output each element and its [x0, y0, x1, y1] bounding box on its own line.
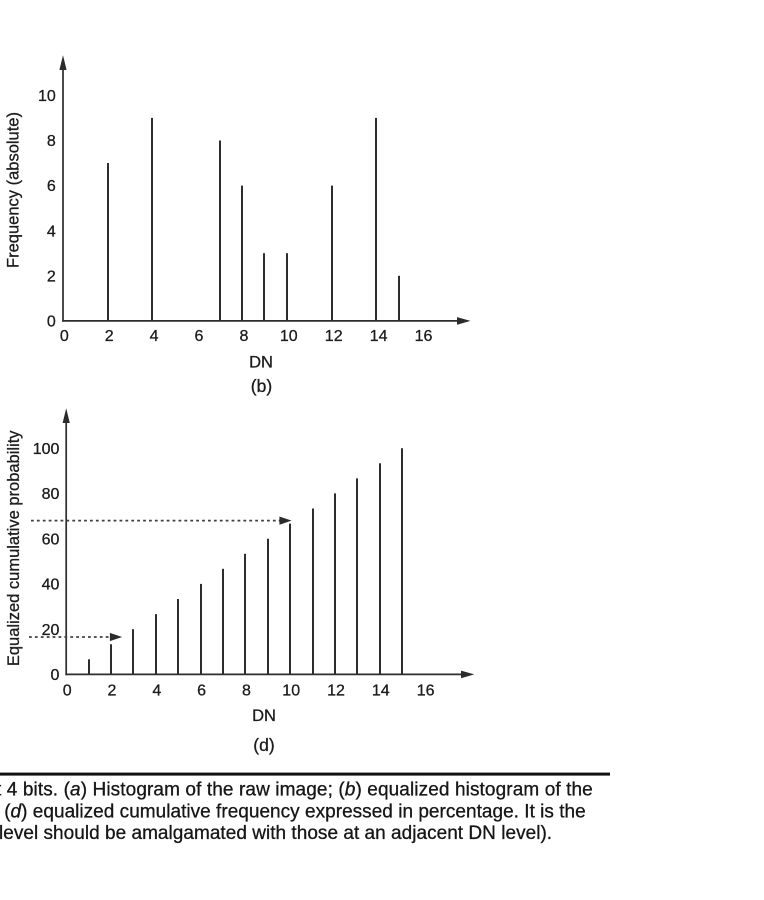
- svg-text:16: 16: [417, 682, 435, 699]
- svg-text:8: 8: [47, 133, 56, 150]
- svg-text:(d): (d): [253, 735, 274, 755]
- svg-text:80: 80: [42, 486, 60, 503]
- svg-text:t 4 bits. (a) Histogram of the: t 4 bits. (a) Histogram of the raw image…: [0, 779, 593, 800]
- svg-text:10: 10: [280, 328, 298, 345]
- svg-text:100: 100: [33, 441, 60, 458]
- svg-text:(b): (b): [251, 376, 272, 396]
- svg-text:8: 8: [239, 328, 248, 345]
- svg-text:8: 8: [242, 682, 251, 699]
- svg-text:60: 60: [42, 531, 60, 548]
- svg-text:0: 0: [63, 682, 72, 699]
- svg-text:Equalized cumulative probabili: Equalized cumulative probability: [5, 430, 23, 666]
- svg-text:level should be amalgamated wi: level should be amalgamated with those a…: [0, 823, 552, 844]
- svg-text:4: 4: [150, 328, 159, 345]
- svg-text:14: 14: [372, 682, 390, 699]
- svg-text:40: 40: [42, 577, 60, 594]
- svg-text:0: 0: [50, 667, 59, 684]
- svg-text:6: 6: [195, 328, 204, 345]
- svg-text:12: 12: [325, 328, 343, 345]
- svg-text:20: 20: [42, 622, 60, 639]
- svg-text:10: 10: [282, 682, 300, 699]
- svg-text:6: 6: [197, 682, 206, 699]
- svg-text:6: 6: [47, 178, 56, 195]
- svg-text:4: 4: [152, 682, 161, 699]
- svg-text:16: 16: [415, 328, 433, 345]
- svg-text:DN: DN: [252, 707, 276, 725]
- svg-text:2: 2: [105, 328, 114, 345]
- svg-text:4: 4: [47, 223, 56, 240]
- svg-text:0: 0: [60, 328, 69, 345]
- svg-text:14: 14: [370, 328, 388, 345]
- svg-text:0: 0: [47, 314, 56, 331]
- svg-text:(d) equalized cumulative frequ: (d) equalized cumulative frequency expre…: [4, 801, 586, 822]
- svg-text:DN: DN: [249, 354, 273, 372]
- svg-text:10: 10: [38, 88, 56, 105]
- svg-text:Frequency (absolute): Frequency (absolute): [4, 112, 22, 268]
- svg-text:12: 12: [327, 682, 345, 699]
- svg-text:2: 2: [108, 682, 117, 699]
- svg-text:2: 2: [47, 268, 56, 285]
